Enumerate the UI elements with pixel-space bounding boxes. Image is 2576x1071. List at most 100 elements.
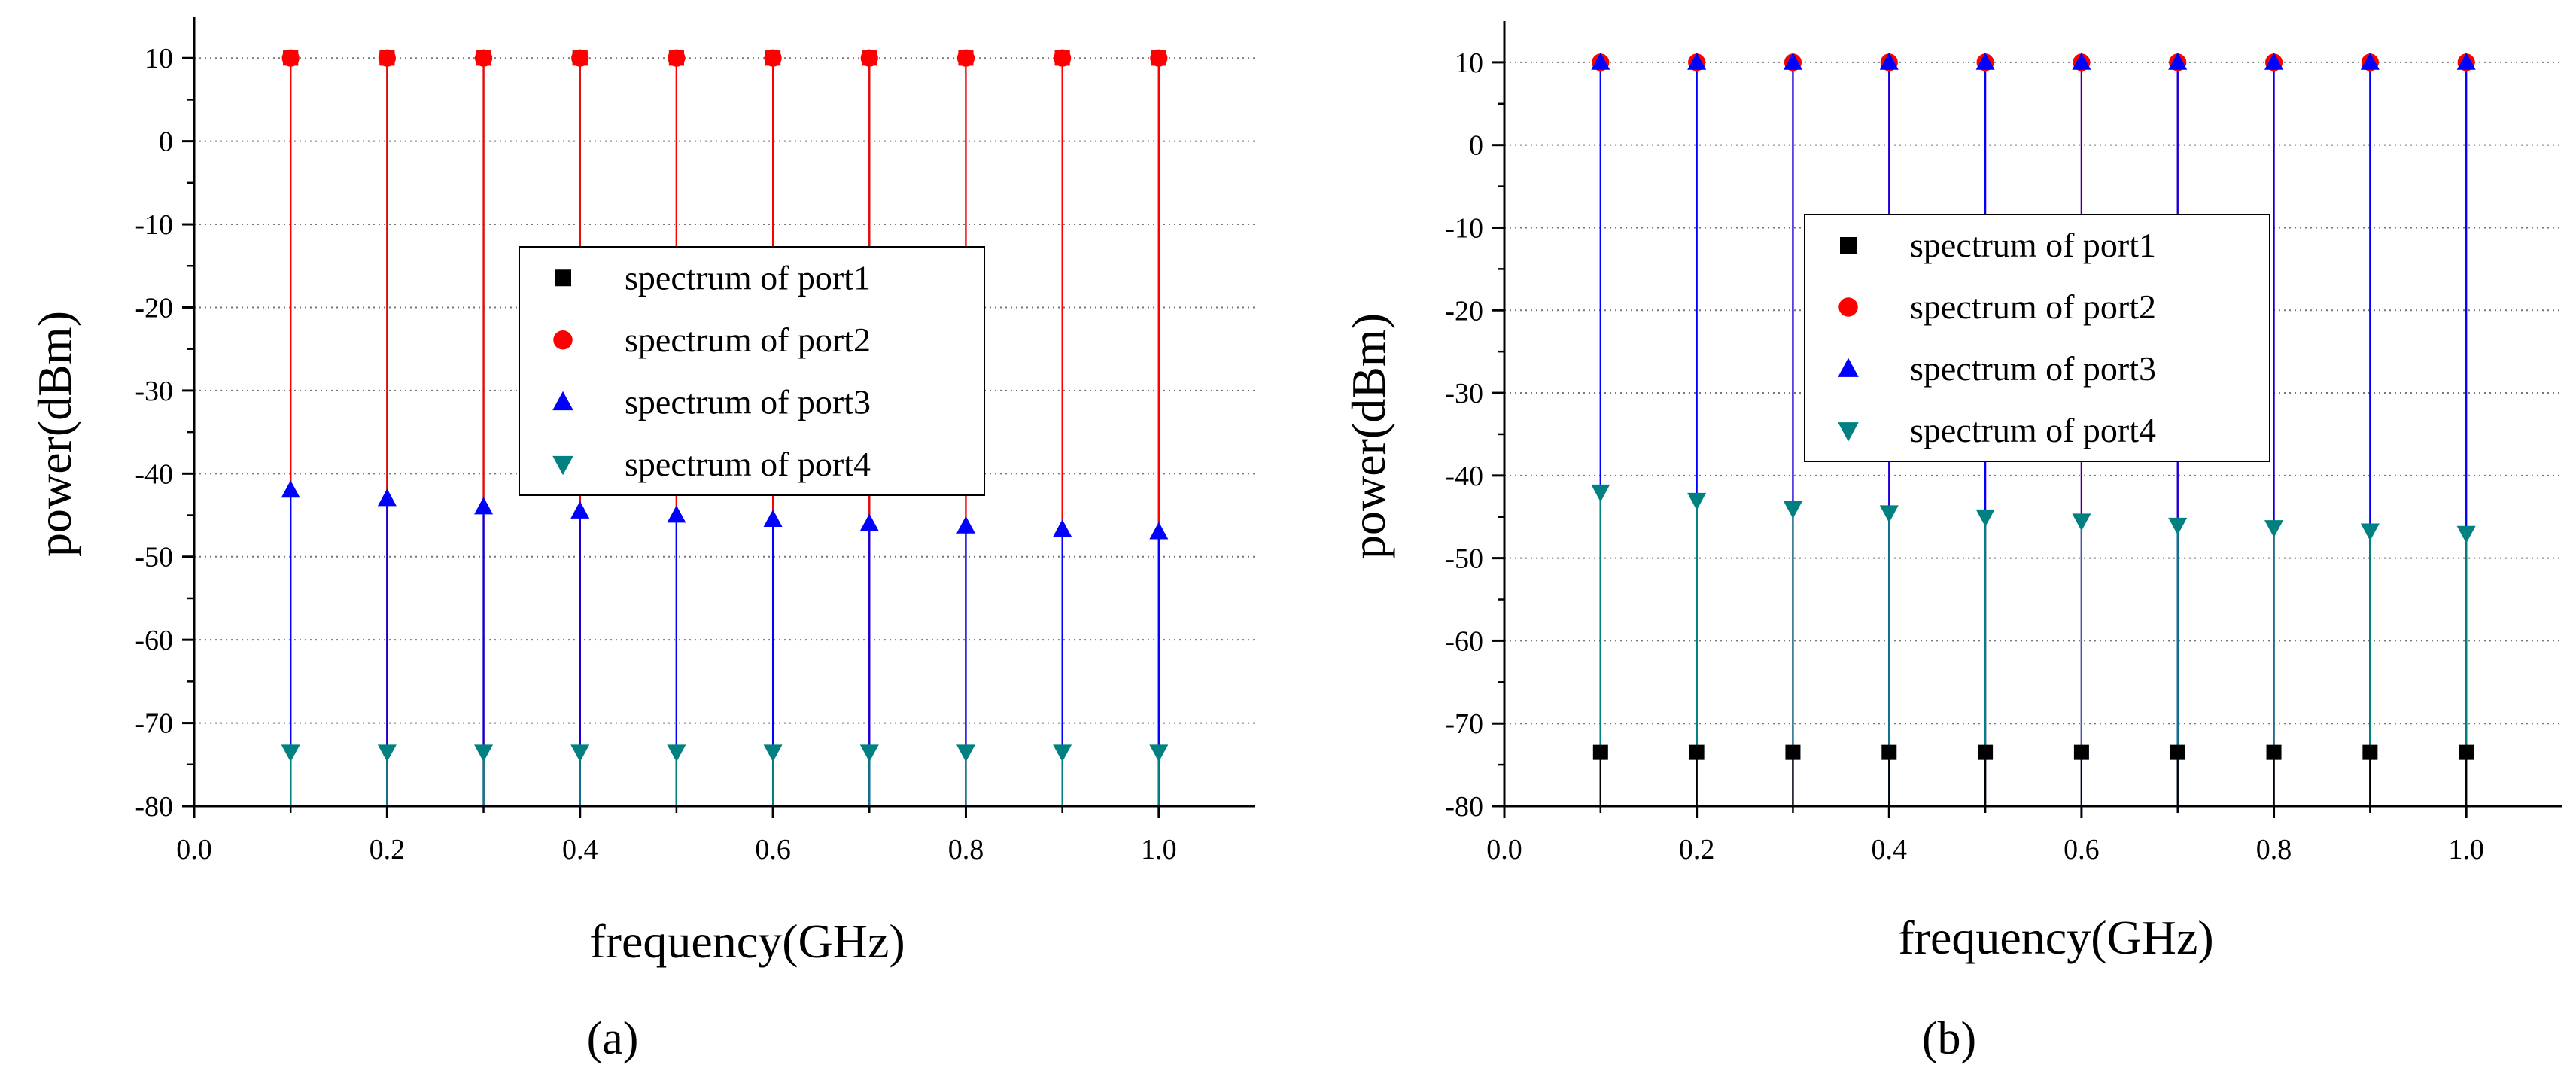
panel-a-point-overlap xyxy=(1054,50,1070,66)
panel-b-y-tick-label: -80 xyxy=(1445,791,1483,823)
panel-b-legend-marker-triangle-up xyxy=(1838,358,1859,377)
panel-b-point-square xyxy=(1689,744,1705,760)
panel-b-chart: 10 0 -10 -20 -30 -40 -50 -60 -70 -800.0 0.2 0.4 0.6 0… xyxy=(1342,21,2562,1064)
panel-b-ticks xyxy=(1492,21,2562,818)
panel-b-y-tick-label: -60 xyxy=(1445,625,1483,657)
panel-b-y-tick-label: -30 xyxy=(1445,378,1483,409)
panel-a-point-overlap xyxy=(668,50,684,66)
panel-b-point-square xyxy=(1785,744,1801,760)
panel-b-x-tick-label: 0.4 xyxy=(1872,834,1908,866)
panel-b-legend-label: spectrum of port2 xyxy=(1910,288,2156,326)
panel-a-point-triangle-down xyxy=(570,744,590,762)
panel-b-label: (b) xyxy=(1922,1013,1976,1064)
panel-a-legend: spectrum of port1 spectrum of port2 spectr… xyxy=(519,246,985,496)
panel-b-point-square xyxy=(1592,744,1608,760)
panel-b-tick-labels: 10 0 -10 -20 -30 -40 -50 -60 -70 -800.0 0.2 0.4 0.6 0… xyxy=(1445,47,2484,866)
panel-b-point-square xyxy=(2459,744,2474,760)
panel-a-legend-marker-triangle-down xyxy=(552,455,573,476)
panel-b-point-triangle-down xyxy=(1591,484,1610,502)
panel-a-point-triangle-up xyxy=(956,516,975,534)
panel-a-tick-labels: 10 0 -10 -20 -30 -40 -50 -60 -70 -800.0 0.2 0.4 0.6 0… xyxy=(135,43,1176,866)
panel-a-point-triangle-down xyxy=(1053,744,1072,762)
panel-b-point-triangle-up xyxy=(2360,52,2380,70)
panel-b-x-tick-label: 0.8 xyxy=(2256,834,2292,866)
panel-a-legend-label: spectrum of port4 xyxy=(625,445,871,483)
panel-a-legend-marker-circle xyxy=(553,330,573,350)
panel-a-point-triangle-down xyxy=(859,744,879,762)
panel-a-y-tick-label: 10 xyxy=(144,43,173,75)
panel-a-x-tick-label: 0.2 xyxy=(370,834,406,866)
panel-b-y-tick-label: -20 xyxy=(1445,295,1483,327)
panel-a-y-tick-label: -70 xyxy=(135,708,173,740)
panel-b-point-triangle-up xyxy=(1975,52,1995,70)
panel-a-point-triangle-down xyxy=(1149,744,1169,762)
panel-a-point-triangle-up xyxy=(667,505,686,523)
panel-a-x-tick-label: 0.6 xyxy=(755,834,791,866)
panel-b-legend-marker-circle xyxy=(1838,297,1858,317)
panel-a-point-triangle-down xyxy=(956,744,975,762)
panel-b-point-triangle-up xyxy=(1687,52,1707,70)
panel-b-legend-label: spectrum of port4 xyxy=(1910,411,2156,449)
panel-a-point-triangle-up xyxy=(377,488,397,507)
panel-b-point-square xyxy=(1881,744,1897,760)
panel-b-x-tick-label: 1.0 xyxy=(2448,834,2484,866)
panel-b-legend-entries: spectrum of port1 spectrum of port2 spectr… xyxy=(1838,226,2156,449)
panel-b-legend-box xyxy=(1804,214,2270,462)
panel-b-point-triangle-up xyxy=(1591,52,1610,70)
panel-b-y-tick-label: -40 xyxy=(1445,461,1483,492)
panel-b-x-tick-label: 0.2 xyxy=(1679,834,1715,866)
panel-a-point-triangle-up xyxy=(1053,519,1072,537)
panel-a-x-tick-label: 0.8 xyxy=(948,834,984,866)
panel-b-point-triangle-down xyxy=(2264,520,2284,538)
panel-a-chart: 10 0 -10 -20 -30 -40 -50 -60 -70 -800.0 0.2 0.4 0.6 0… xyxy=(28,17,1255,1064)
panel-b-point-triangle-up xyxy=(1783,52,1802,70)
panel-a-y-tick-label: -50 xyxy=(135,542,173,574)
panel-a-point-triangle-up xyxy=(474,497,494,515)
panel-a-legend-entries: spectrum of port1 spectrum of port2 spectr… xyxy=(552,258,871,483)
panel-a-y-tick-label: -30 xyxy=(135,376,173,407)
panel-a-y-tick-label: -80 xyxy=(135,791,173,823)
panel-b-x-axis-title: frequency(GHz) xyxy=(1898,911,2213,964)
panel-a-legend-marker-triangle-up xyxy=(552,391,573,411)
panel-b-point-triangle-down xyxy=(2168,517,2188,535)
panel-b-point-triangle-up xyxy=(2264,52,2284,70)
panel-b-legend-marker-square xyxy=(1840,237,1857,254)
panel-a-point-triangle-up xyxy=(281,480,300,498)
panel-a-y-tick-label: -40 xyxy=(135,458,173,490)
panel-b-point-triangle-down xyxy=(2360,523,2380,541)
panel-a-point-triangle-down xyxy=(763,744,783,762)
panel-b-legend-marker-triangle-down xyxy=(1838,422,1859,442)
panel-a-point-overlap xyxy=(476,50,491,66)
panel-b-point-square xyxy=(2266,744,2282,760)
panel-a-point-overlap xyxy=(572,50,588,66)
panel-b-legend-label: spectrum of port3 xyxy=(1910,349,2156,388)
panel-a-point-overlap xyxy=(765,50,781,66)
panel-b-point-triangle-up xyxy=(1879,52,1899,70)
panel-b-markers xyxy=(1591,52,2476,760)
panel-b-point-square xyxy=(1978,744,1994,760)
panel-a-y-axis-title: power(dBm) xyxy=(28,311,81,557)
panel-b-y-tick-label: -10 xyxy=(1445,212,1483,244)
panel-b-point-triangle-down xyxy=(2456,525,2476,543)
panel-a-point-triangle-up xyxy=(570,501,590,519)
panel-b-point-triangle-down xyxy=(1687,492,1707,510)
panel-b-y-tick-label: 10 xyxy=(1455,47,1483,79)
panel-a-point-triangle-up xyxy=(859,513,879,531)
panel-a-x-tick-label: 0.4 xyxy=(562,834,598,866)
panel-b-x-tick-label: 0.6 xyxy=(2064,834,2100,866)
panel-a-legend-label: spectrum of port3 xyxy=(625,382,871,421)
panel-a-legend-marker-square xyxy=(555,269,571,287)
panel-a-x-axis-title: frequency(GHz) xyxy=(589,914,905,968)
panel-b-y-axis-title: power(dBm) xyxy=(1342,313,1395,559)
panel-b-point-square xyxy=(2170,744,2185,760)
panel-a-point-triangle-down xyxy=(474,744,494,762)
panel-b-point-square xyxy=(2362,744,2378,760)
panel-a-point-overlap xyxy=(379,50,395,66)
panel-a-x-tick-label: 1.0 xyxy=(1141,834,1177,866)
panel-a-y-tick-label: -10 xyxy=(135,209,173,241)
panel-a-x-tick-label: 0.0 xyxy=(176,834,212,866)
panel-a-point-triangle-up xyxy=(1149,522,1169,540)
panel-b-point-triangle-down xyxy=(1879,505,1899,523)
panel-a-point-overlap xyxy=(862,50,877,66)
